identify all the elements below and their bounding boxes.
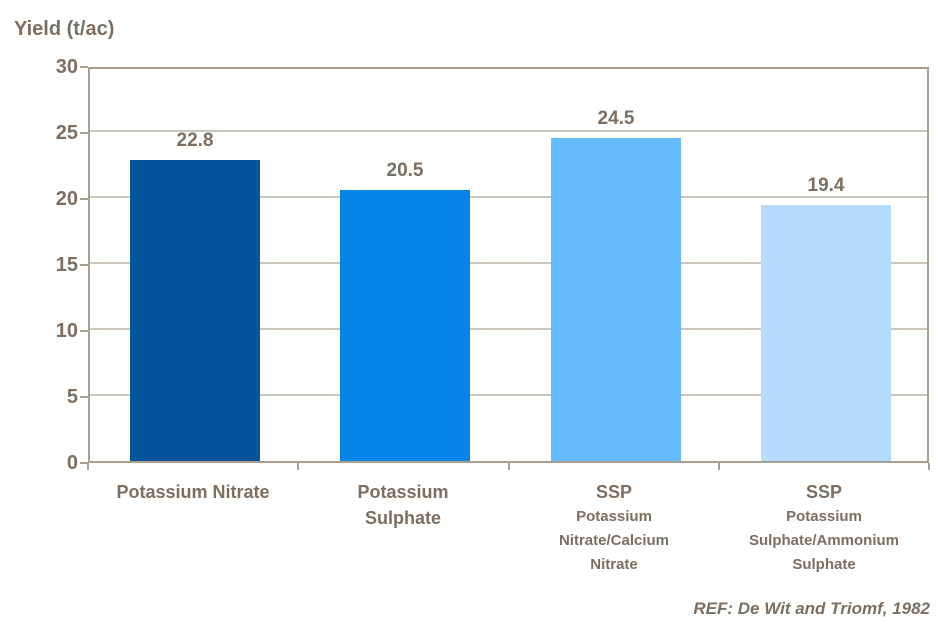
bar-1 — [130, 160, 260, 461]
x-axis-tick-mark — [718, 463, 720, 470]
bar-value-label: 19.4 — [807, 175, 845, 196]
category-label-line: SSP — [805, 482, 843, 502]
x-axis-category-label: SSP Potassium Nitrate/Calcium Nitrate — [508, 479, 720, 577]
bar-2 — [340, 190, 470, 461]
chart-title: Yield (t/ac) — [14, 18, 115, 40]
chart-reference-caption: REF: De Wit and Triomf, 1982 — [693, 599, 930, 618]
category-label-subline: Sulphate — [792, 556, 856, 573]
y-axis-tick-mark — [80, 396, 88, 398]
y-axis-tick-label: 15 — [55, 254, 78, 276]
y-axis-tick-label: 25 — [55, 122, 78, 144]
y-axis-tick-label: 20 — [55, 188, 78, 210]
plot-area: 22.8 20.5 24.5 19.4 — [88, 67, 929, 463]
gridline — [90, 196, 927, 198]
bar-value-label: 20.5 — [386, 160, 424, 181]
gridline — [90, 328, 927, 330]
y-axis-tick-label: 5 — [66, 386, 78, 408]
category-label-subline: Nitrate/Calcium — [558, 532, 670, 549]
x-axis-category-label: SSP Potassium Sulphate/Ammonium Sulphate — [718, 479, 930, 577]
y-axis-tick-label: 10 — [55, 320, 78, 342]
category-label-subline: Potassium — [576, 508, 652, 525]
y-axis-tick-mark — [80, 330, 88, 332]
x-axis-category-label: Potassium Sulphate — [297, 479, 509, 531]
bar-value-label: 22.8 — [176, 130, 214, 151]
y-axis-tick-mark — [80, 132, 88, 134]
y-axis-tick-mark — [80, 462, 88, 464]
y-axis-tick-label: 0 — [66, 452, 78, 474]
bar-3 — [551, 138, 681, 461]
y-axis-tick-mark — [80, 198, 88, 200]
gridline — [90, 394, 927, 396]
y-axis-tick-mark — [80, 66, 88, 68]
category-label-line: Potassium Nitrate — [116, 482, 270, 502]
gridline — [90, 130, 927, 132]
y-axis-tick-label: 30 — [55, 56, 78, 78]
category-label-line: SSP — [595, 482, 633, 502]
category-label-subline: Sulphate/Ammonium — [748, 532, 899, 549]
bar-value-label: 24.5 — [597, 108, 635, 129]
gridline — [90, 262, 927, 264]
y-axis-tick-mark — [80, 264, 88, 266]
x-axis-category-label: Potassium Nitrate — [87, 479, 299, 505]
x-axis-tick-mark — [508, 463, 510, 470]
category-label-line: Sulphate — [364, 508, 441, 528]
x-axis-tick-mark — [928, 463, 930, 470]
x-axis-tick-mark — [87, 463, 89, 470]
category-label-line: Potassium — [357, 482, 449, 502]
category-label-subline: Potassium — [786, 508, 862, 525]
x-axis-tick-mark — [297, 463, 299, 470]
bar-4 — [761, 205, 891, 461]
category-label-subline: Nitrate — [590, 556, 638, 573]
